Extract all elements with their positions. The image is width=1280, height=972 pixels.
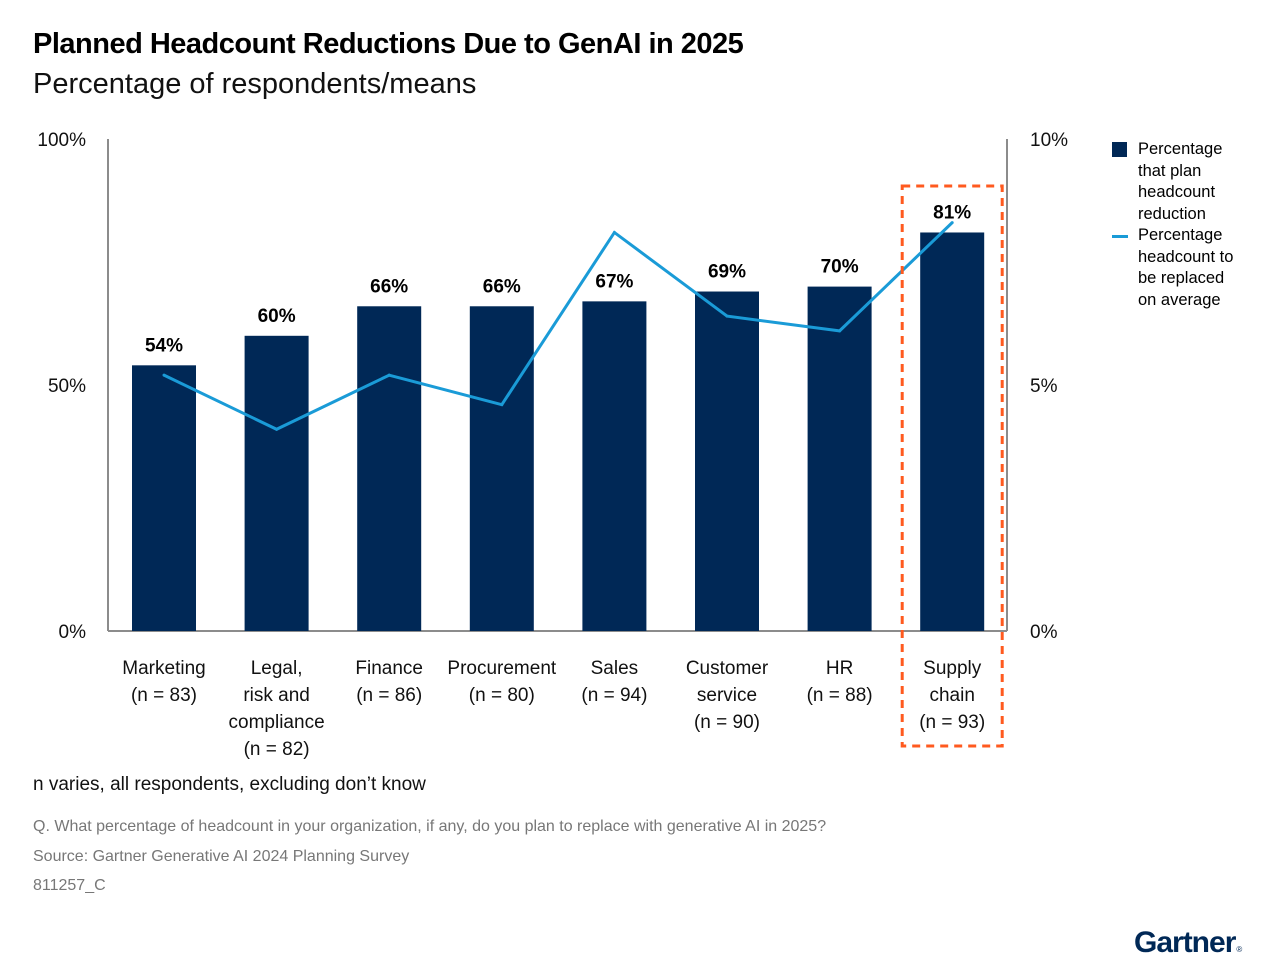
bar-value-label: 60% (258, 306, 296, 327)
x-tick-label: (n = 80) (469, 685, 535, 706)
x-tick-label: Sales (591, 658, 639, 679)
legend-label: headcount (1138, 183, 1216, 201)
legend-item-line: Percentage headcount to be replaced on a… (1112, 225, 1272, 311)
line-point (838, 329, 842, 333)
logo-text: Gartner (1134, 926, 1236, 959)
x-tick-label: (n = 93) (919, 712, 985, 733)
bar (582, 301, 647, 631)
x-tick-label: (n = 86) (356, 685, 422, 706)
line-point (500, 403, 504, 407)
x-tick-label: Legal, (251, 658, 303, 679)
x-tick-label: Supply (923, 658, 982, 679)
right-axis-tick-label: 0% (1030, 622, 1058, 643)
registered-mark: ® (1236, 945, 1242, 954)
bar (132, 365, 196, 631)
highlight-box (900, 184, 1004, 748)
chart-subtitle: Percentage of respondents/means (33, 68, 477, 100)
x-tick-label: (n = 83) (131, 685, 197, 706)
legend-label: reduction (1138, 204, 1206, 223)
survey-question: Q. What percentage of headcount in your … (33, 818, 827, 835)
figure-code: 811257_C (33, 877, 106, 894)
bar-value-label: 54% (145, 335, 183, 356)
x-tick-label: Procurement (447, 658, 556, 679)
bar (244, 335, 309, 631)
bar-value-label: 69% (708, 262, 746, 283)
x-tick-label: Marketing (122, 658, 205, 679)
legend-label: Percentage (1138, 140, 1223, 158)
legend-label: that plan (1138, 161, 1202, 180)
bar-value-label: 67% (595, 271, 633, 292)
x-tick-label: (n = 90) (694, 712, 760, 733)
left-axis-tick-label: 50% (48, 376, 86, 397)
line-point (387, 373, 391, 377)
bar (920, 232, 985, 632)
line-point (162, 373, 166, 377)
legend: Percentage that plan headcount reduction… (1112, 139, 1272, 311)
legend-swatch-bar (1112, 142, 1127, 157)
bar (807, 286, 872, 631)
x-tick-label: Finance (355, 658, 423, 679)
x-tick-label: (n = 82) (244, 739, 310, 760)
bars (132, 232, 985, 632)
x-tick-label: HR (826, 658, 853, 679)
chart-title: Planned Headcount Reductions Due to GenA… (33, 28, 744, 60)
gartner-logo: Gartner® (1134, 926, 1242, 960)
bar-value-label: 81% (933, 202, 971, 223)
left-axis-tick-label: 0% (59, 622, 87, 643)
right-axis-tick-label: 5% (1030, 376, 1058, 397)
legend-label: Percentage (1138, 226, 1223, 244)
x-tick-label: risk and (243, 685, 310, 706)
x-tick-label: chain (929, 685, 974, 706)
bar-value-label: 66% (483, 276, 521, 297)
x-tick-label: (n = 88) (807, 685, 873, 706)
line-point (275, 427, 279, 431)
x-axis-labels: Marketing (n = 83) Legal, risk and complianc… (122, 658, 985, 760)
line-point (725, 314, 729, 318)
source-text: Source: Gartner Generative AI 2024 Plann… (33, 848, 410, 865)
line-point (612, 230, 616, 234)
right-axis-tick-label: 10% (1030, 130, 1068, 151)
bar-value-label: 70% (821, 257, 859, 278)
bar (695, 291, 759, 631)
line-point (950, 221, 954, 225)
highlight (900, 184, 1004, 748)
legend-label: be replaced (1138, 269, 1225, 287)
line-path (163, 221, 954, 431)
x-tick-label: service (697, 685, 757, 706)
bar (469, 306, 534, 631)
left-axis-tick-label: 100% (37, 130, 86, 151)
sample-note: n varies, all respondents, excluding don… (33, 774, 426, 795)
x-tick-label: compliance (229, 712, 325, 733)
line-series (162, 221, 954, 431)
bar-value-label: 66% (370, 276, 408, 297)
legend-item-bar: Percentage that plan headcount reduction (1112, 139, 1272, 225)
legend-label: headcount to (1138, 247, 1234, 266)
x-tick-label: (n = 94) (581, 685, 647, 706)
legend-swatch-line (1112, 235, 1128, 238)
data-labels: 54% 60% 66% 66% 67% 69% 70% 81% (145, 202, 971, 356)
bar (357, 306, 422, 631)
x-tick-label: Customer (686, 658, 769, 679)
legend-label: on average (1138, 290, 1221, 309)
